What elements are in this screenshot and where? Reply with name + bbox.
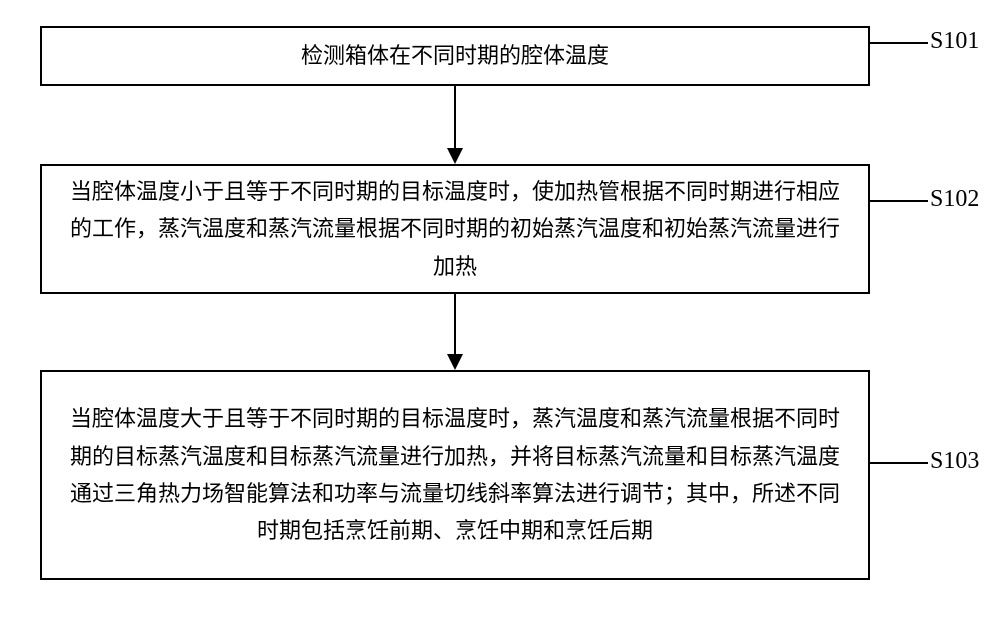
flow-step-s101: 检测箱体在不同时期的腔体温度 [40,26,870,86]
flow-step-label-s103: S103 [930,448,979,475]
arrow-line [454,86,456,148]
label-connector [870,200,928,202]
flow-step-label-s102: S102 [930,186,979,213]
flow-step-s103: 当腔体温度大于且等于不同时期的目标温度时，蒸汽温度和蒸汽流量根据不同时期的目标蒸… [40,370,870,580]
flow-step-text: 当腔体温度小于且等于不同时期的目标温度时，使加热管根据不同时期进行相应的工作，蒸… [62,173,848,285]
label-connector [870,462,928,464]
flow-step-text: 检测箱体在不同时期的腔体温度 [301,37,609,74]
arrow-head-icon [447,354,463,370]
label-connector [870,42,928,44]
flow-step-text: 当腔体温度大于且等于不同时期的目标温度时，蒸汽温度和蒸汽流量根据不同时期的目标蒸… [62,400,848,550]
arrow-line [454,294,456,354]
flow-step-label-s101: S101 [930,28,979,55]
flow-step-s102: 当腔体温度小于且等于不同时期的目标温度时，使加热管根据不同时期进行相应的工作，蒸… [40,164,870,294]
arrow-head-icon [447,148,463,164]
